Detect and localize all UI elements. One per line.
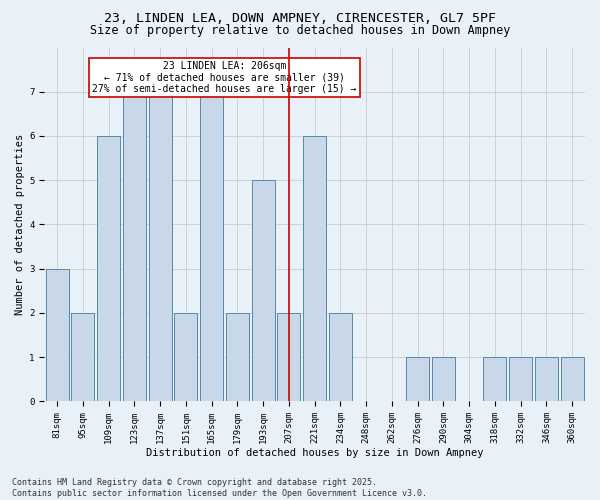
Bar bbox=[123, 92, 146, 402]
Bar bbox=[97, 136, 120, 402]
Bar bbox=[535, 357, 558, 402]
Bar bbox=[509, 357, 532, 402]
Text: Contains HM Land Registry data © Crown copyright and database right 2025.
Contai: Contains HM Land Registry data © Crown c… bbox=[12, 478, 427, 498]
Text: Size of property relative to detached houses in Down Ampney: Size of property relative to detached ho… bbox=[90, 24, 510, 37]
Bar bbox=[200, 92, 223, 402]
Bar bbox=[483, 357, 506, 402]
Bar bbox=[174, 313, 197, 402]
Bar bbox=[71, 313, 94, 402]
Bar bbox=[560, 357, 584, 402]
Bar bbox=[303, 136, 326, 402]
Bar bbox=[406, 357, 429, 402]
Bar bbox=[329, 313, 352, 402]
Bar bbox=[46, 268, 69, 402]
Text: 23 LINDEN LEA: 206sqm
← 71% of detached houses are smaller (39)
27% of semi-deta: 23 LINDEN LEA: 206sqm ← 71% of detached … bbox=[92, 61, 356, 94]
Bar bbox=[251, 180, 275, 402]
Bar bbox=[226, 313, 249, 402]
Y-axis label: Number of detached properties: Number of detached properties bbox=[15, 134, 25, 315]
Bar bbox=[277, 313, 301, 402]
Text: 23, LINDEN LEA, DOWN AMPNEY, CIRENCESTER, GL7 5PF: 23, LINDEN LEA, DOWN AMPNEY, CIRENCESTER… bbox=[104, 12, 496, 26]
Bar bbox=[432, 357, 455, 402]
X-axis label: Distribution of detached houses by size in Down Ampney: Distribution of detached houses by size … bbox=[146, 448, 484, 458]
Bar bbox=[149, 92, 172, 402]
